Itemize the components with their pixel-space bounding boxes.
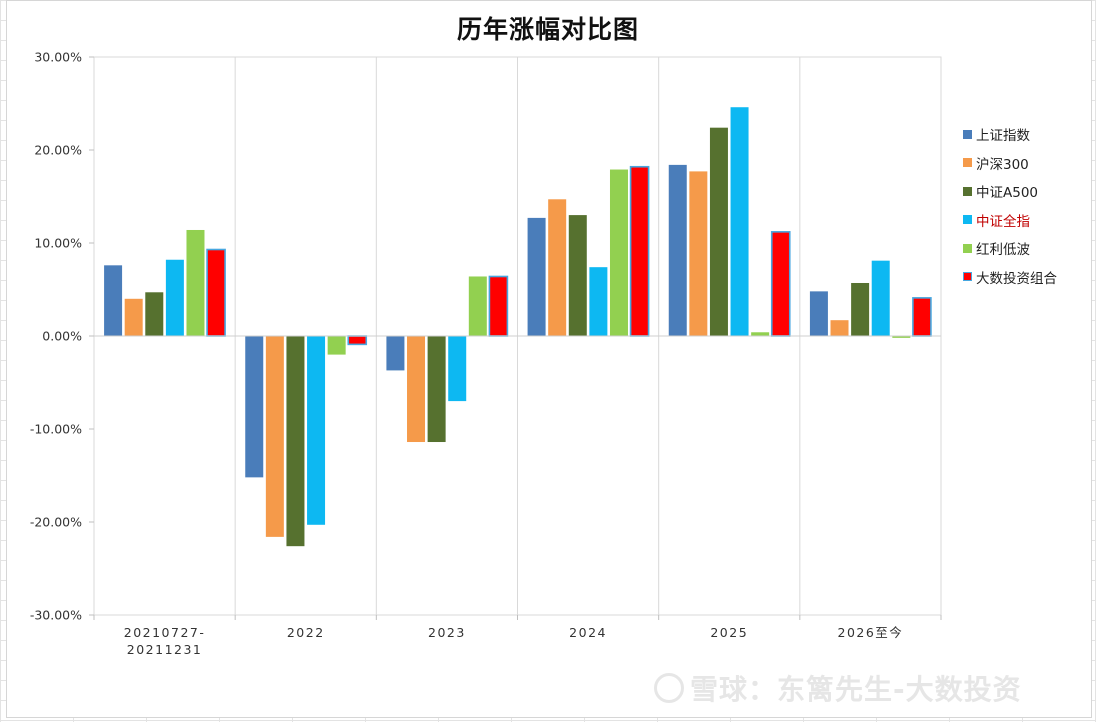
y-tick-label: 20.00% <box>34 143 82 158</box>
legend-label: 红利低波 <box>976 242 1030 259</box>
legend-item: 沪深300 <box>963 149 1057 178</box>
legend-label: 沪深300 <box>976 156 1029 173</box>
bar-3-6 <box>851 282 870 336</box>
bar-1-3 <box>386 336 405 371</box>
legend-swatch <box>963 272 972 282</box>
bar-3-2 <box>286 336 305 547</box>
bar-6-6 <box>912 297 932 337</box>
bar-4-5 <box>730 107 749 336</box>
legend-item: 大数投资组合 <box>963 263 1057 292</box>
x-tick-label: 2026至今 <box>838 625 904 640</box>
legend-swatch <box>963 215 972 225</box>
legend-swatch <box>963 186 972 196</box>
watermark-text: 雪球：东篱先生-大数投资 <box>690 673 1022 706</box>
legend-item: 上证指数 <box>963 120 1057 149</box>
bar-6-2 <box>347 335 368 346</box>
x-tick-label: 2022 <box>287 625 325 640</box>
x-tick-label: 2024 <box>569 625 607 640</box>
x-tick-label: 2023 <box>428 625 466 640</box>
bar-5-3 <box>468 276 487 336</box>
bar-2-3 <box>407 336 426 443</box>
y-tick-label: -30.00% <box>30 608 82 623</box>
legend-swatch <box>963 158 972 168</box>
bar-5-6 <box>892 336 911 338</box>
legend-swatch <box>963 129 972 139</box>
bar-6-3 <box>488 275 509 337</box>
chart-area[interactable] <box>6 0 1092 718</box>
y-tick-label: 0.00% <box>42 329 82 344</box>
bar-1-6 <box>809 291 828 336</box>
bar-4-1 <box>165 259 184 336</box>
legend-label: 中证全指 <box>976 213 1030 230</box>
bar-4-4 <box>589 267 608 336</box>
bar-3-5 <box>709 127 728 337</box>
watermark: 雪球：东篱先生-大数投资 <box>654 668 1022 708</box>
bar-2-1 <box>124 298 143 336</box>
bar-1-2 <box>245 336 264 478</box>
bar-4-6 <box>871 260 890 336</box>
legend-label: 中证A500 <box>976 185 1039 202</box>
bar-2-6 <box>830 320 849 336</box>
bar-1-4 <box>527 217 546 336</box>
bar-5-4 <box>609 169 628 336</box>
snowball-logo-icon <box>654 673 684 703</box>
legend-item: 红利低波 <box>963 234 1057 263</box>
bar-5-2 <box>327 336 346 355</box>
bar-4-3 <box>448 336 467 402</box>
legend-item: 中证A500 <box>963 177 1057 206</box>
bar-6-1 <box>206 248 226 337</box>
legend-label: 上证指数 <box>976 128 1030 145</box>
bar-5-5 <box>751 332 770 336</box>
x-tick-label: 20210727- <box>124 625 206 640</box>
bar-6-5 <box>770 231 791 337</box>
legend-item: 中证全指 <box>963 206 1057 235</box>
bar-2-5 <box>689 171 708 336</box>
bar-5-1 <box>186 229 205 336</box>
bar-1-1 <box>104 265 123 336</box>
bar-3-1 <box>145 292 164 336</box>
y-tick-label: 30.00% <box>34 50 82 65</box>
legend-swatch <box>963 243 972 253</box>
bar-2-4 <box>548 199 567 336</box>
y-tick-label: 10.00% <box>34 236 82 251</box>
y-tick-label: -20.00% <box>30 515 82 530</box>
bar-2-2 <box>265 336 284 537</box>
chart-legend: 上证指数沪深300 中证A500 中证全指红利低波大数投资组合 <box>963 120 1057 291</box>
bar-6-4 <box>629 165 650 337</box>
bar-3-4 <box>568 215 587 336</box>
bar-1-5 <box>668 164 687 336</box>
y-tick-label: -10.00% <box>30 422 82 437</box>
x-tick-label: 2025 <box>710 625 748 640</box>
bar-3-3 <box>427 336 446 443</box>
bar-4-2 <box>307 336 326 525</box>
chart-title: 历年涨幅对比图 <box>456 15 639 44</box>
legend-label: 大数投资组合 <box>976 270 1057 287</box>
x-tick-label-line2: 20211231 <box>127 642 203 657</box>
